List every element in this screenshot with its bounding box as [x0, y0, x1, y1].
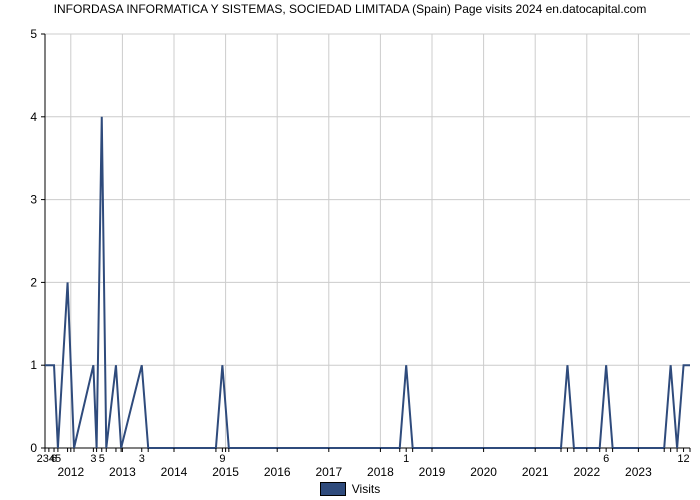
- svg-text:6: 6: [51, 453, 57, 465]
- svg-text:2022: 2022: [573, 465, 600, 479]
- svg-text:2: 2: [30, 275, 37, 289]
- legend-label: Visits: [352, 482, 380, 496]
- svg-text:2014: 2014: [161, 465, 188, 479]
- svg-text:3: 3: [139, 453, 145, 465]
- svg-text:2021: 2021: [522, 465, 549, 479]
- svg-text:2013: 2013: [109, 465, 136, 479]
- svg-text:9: 9: [219, 453, 225, 465]
- svg-text:2016: 2016: [264, 465, 291, 479]
- svg-text:12: 12: [677, 453, 689, 465]
- legend: Visits: [0, 482, 700, 496]
- svg-text:4: 4: [30, 110, 37, 124]
- svg-text:2345: 2345: [37, 453, 61, 465]
- svg-text:2017: 2017: [315, 465, 342, 479]
- svg-text:1: 1: [30, 358, 37, 372]
- legend-swatch: [320, 482, 346, 496]
- chart-container: INFORDASA INFORMATICA Y SISTEMAS, SOCIED…: [0, 0, 700, 500]
- svg-text:2023: 2023: [625, 465, 652, 479]
- line-chart: 0123452345635391612201220132014201520162…: [0, 0, 700, 500]
- svg-text:5: 5: [99, 453, 105, 465]
- svg-text:5: 5: [30, 27, 37, 41]
- svg-text:2020: 2020: [470, 465, 497, 479]
- svg-text:2012: 2012: [57, 465, 84, 479]
- svg-text:3: 3: [30, 193, 37, 207]
- svg-text:1: 1: [403, 453, 409, 465]
- svg-text:6: 6: [603, 453, 609, 465]
- svg-text:2019: 2019: [419, 465, 446, 479]
- svg-text:2015: 2015: [212, 465, 239, 479]
- svg-text:3: 3: [90, 453, 96, 465]
- svg-text:2018: 2018: [367, 465, 394, 479]
